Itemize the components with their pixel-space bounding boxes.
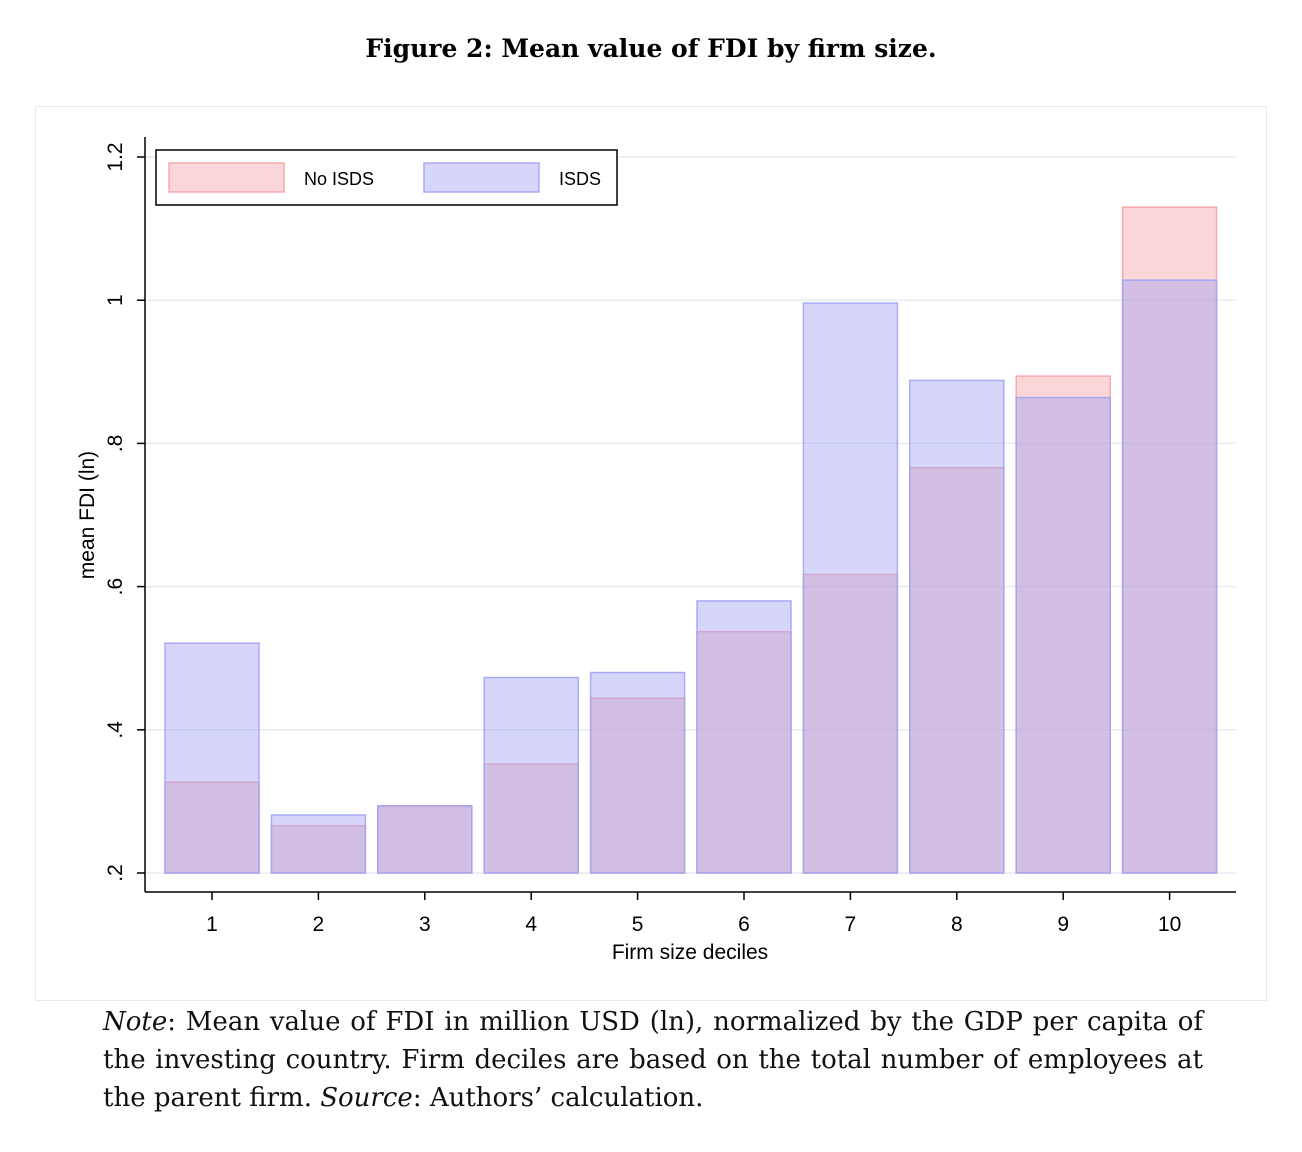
legend-swatch-no-isds [168, 162, 285, 193]
note-label: Note [103, 1007, 168, 1037]
bar-isds-4 [483, 676, 579, 874]
bar-isds-6 [696, 600, 792, 874]
bar-chart: .2 .4 .6 .8 1 1.2 1 2 3 4 5 6 7 8 9 10 mean FDI (ln) F… [76, 137, 1236, 964]
bar-no-isds-5 [589, 697, 686, 874]
y-ticks: .2 .4 .6 .8 1 1.2 [104, 142, 145, 882]
bar-isds-10 [1121, 279, 1218, 874]
y-tick-label: .8 [104, 435, 127, 453]
bar-no-isds-9 [1015, 375, 1111, 874]
x-tick-label: 6 [738, 913, 750, 936]
bar-no-isds-10 [1121, 206, 1218, 874]
y-tick-label: .4 [104, 721, 127, 739]
legend: No ISDS ISDS [155, 149, 618, 206]
legend-label-no-isds: No ISDS [304, 169, 374, 189]
y-tick-label: 1.2 [104, 142, 127, 171]
y-tick-label: .6 [104, 578, 127, 596]
bar-isds-9 [1015, 396, 1111, 874]
bar-isds-7 [802, 302, 899, 874]
bar-isds-2 [270, 814, 367, 874]
x-axis-label: Firm size deciles [612, 941, 768, 964]
y-axis-label: mean FDI (ln) [76, 451, 99, 579]
note-text: : Mean value of FDI in million USD (ln),… [103, 1007, 1203, 1113]
x-tick-label: 8 [951, 913, 963, 936]
y-tick-label: 1 [104, 294, 127, 306]
y-tick-label: .2 [104, 864, 127, 882]
x-tick-label: 10 [1158, 913, 1181, 936]
x-tick-label: 1 [206, 913, 218, 936]
x-tick-label: 4 [525, 913, 537, 936]
x-tick-label: 5 [632, 913, 644, 936]
x-tick-label: 3 [419, 913, 431, 936]
x-tick-label: 7 [845, 913, 857, 936]
bar-isds-3 [377, 804, 473, 874]
legend-swatch-isds [423, 162, 540, 193]
bar-isds-1 [164, 642, 260, 874]
figure-note: Note: Mean value of FDI in million USD (… [103, 1003, 1203, 1117]
source-text: : Authors’ calculation. [412, 1083, 704, 1113]
figure-title: Figure 2: Mean value of FDI by firm size… [365, 34, 937, 63]
bar-isds-5 [589, 671, 686, 874]
legend-label-isds: ISDS [559, 169, 601, 189]
x-tick-label: 2 [313, 913, 325, 936]
legend-box [155, 149, 618, 206]
bar-isds-8 [909, 379, 1005, 874]
axes [144, 137, 1236, 893]
source-label: Source [320, 1083, 413, 1113]
x-tick-label: 9 [1057, 913, 1069, 936]
bar-no-isds-7 [802, 573, 899, 874]
bars [164, 206, 1218, 874]
x-ticks: 1 2 3 4 5 6 7 8 9 10 [206, 892, 1181, 936]
plot-frame [35, 106, 1267, 1001]
bar-no-isds-6 [696, 630, 792, 874]
